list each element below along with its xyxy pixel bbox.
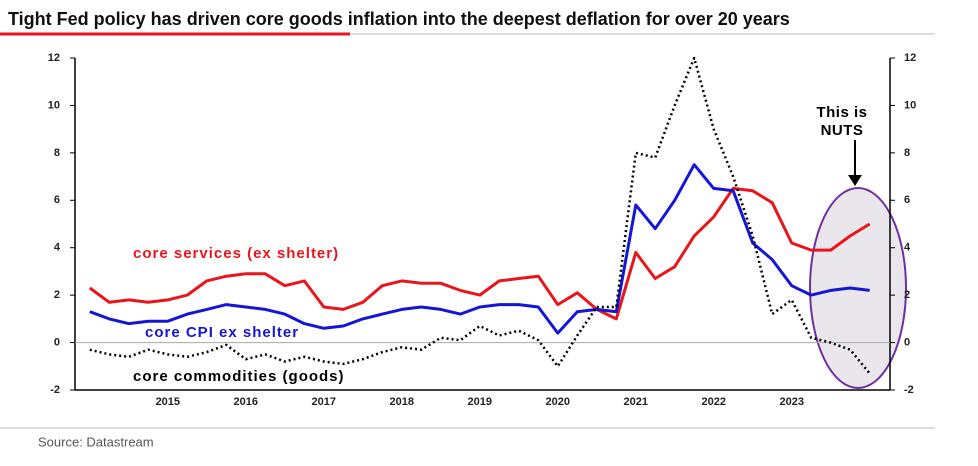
y2-tick-label: 10 <box>904 99 916 111</box>
x-tick-label: 2018 <box>390 396 414 408</box>
x-tick-label: 2023 <box>779 396 803 408</box>
x-tick-label: 2019 <box>468 396 492 408</box>
x-tick-label: 2020 <box>546 396 570 408</box>
y2-tick-label: 0 <box>904 336 910 348</box>
source: Source: Datastream <box>38 434 154 449</box>
x-tick-label: 2021 <box>624 396 648 408</box>
series-label: core CPI ex shelter <box>145 324 299 341</box>
x-tick-label: 2016 <box>234 396 258 408</box>
series-line <box>89 163 870 335</box>
x-tick-label: 2015 <box>156 396 180 408</box>
y-tick-label: 10 <box>48 99 60 111</box>
y-tick-label: 12 <box>48 52 60 64</box>
y2-tick-label: 4 <box>904 242 911 254</box>
y-tick-label: -2 <box>50 384 60 396</box>
annotation: This is <box>816 104 867 121</box>
y2-tick-label: 6 <box>904 194 910 206</box>
x-tick-label: 2017 <box>312 396 336 408</box>
y2-tick-label: 8 <box>904 147 910 159</box>
y-tick-label: 8 <box>54 147 60 159</box>
y2-tick-label: 12 <box>904 52 916 64</box>
y-tick-label: 0 <box>54 336 60 348</box>
x-tick-label: 2022 <box>701 396 725 408</box>
y-tick-label: 4 <box>54 242 61 254</box>
series-line <box>88 186 871 321</box>
chart-title: Tight Fed policy has driven core goods i… <box>8 9 790 29</box>
y2-tick-label: -2 <box>904 384 914 396</box>
series-label: core services (ex shelter) <box>133 245 339 262</box>
y2-tick-label: 2 <box>904 289 910 301</box>
annotation: NUTS <box>821 122 864 139</box>
y-tick-label: 6 <box>54 194 60 206</box>
y-tick-label: 2 <box>54 289 60 301</box>
arrow-head <box>848 175 862 186</box>
series-label: core commodities (goods) <box>133 368 345 385</box>
